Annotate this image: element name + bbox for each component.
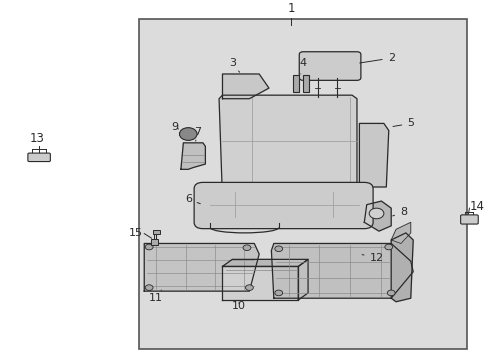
Text: 2: 2 — [359, 53, 394, 63]
Polygon shape — [298, 259, 307, 300]
Bar — [153, 230, 160, 234]
Bar — [139, 19, 466, 350]
Text: 6: 6 — [184, 194, 200, 204]
Circle shape — [145, 244, 153, 250]
Text: 15: 15 — [128, 228, 142, 238]
Circle shape — [243, 245, 250, 251]
FancyBboxPatch shape — [28, 153, 50, 162]
Polygon shape — [144, 243, 259, 291]
Text: 10: 10 — [231, 301, 245, 311]
Text: 3: 3 — [228, 58, 239, 72]
Bar — [293, 75, 299, 92]
FancyBboxPatch shape — [194, 183, 372, 229]
Polygon shape — [390, 233, 412, 302]
Polygon shape — [222, 259, 307, 266]
Circle shape — [245, 285, 253, 291]
Text: 14: 14 — [468, 200, 484, 213]
FancyBboxPatch shape — [299, 52, 360, 80]
Polygon shape — [390, 222, 410, 243]
Polygon shape — [220, 201, 356, 206]
Text: 8: 8 — [392, 207, 406, 217]
Text: 7: 7 — [194, 127, 201, 141]
Circle shape — [386, 290, 394, 296]
Text: 12: 12 — [362, 253, 383, 262]
Polygon shape — [219, 95, 356, 199]
Text: 4: 4 — [299, 58, 306, 74]
Circle shape — [145, 285, 153, 291]
Polygon shape — [222, 74, 268, 99]
Text: 13: 13 — [29, 132, 44, 145]
Text: 5: 5 — [392, 118, 413, 129]
Polygon shape — [181, 143, 205, 169]
Circle shape — [179, 128, 197, 140]
Polygon shape — [222, 266, 298, 300]
Polygon shape — [364, 201, 390, 231]
Circle shape — [384, 244, 392, 250]
Circle shape — [368, 208, 383, 219]
Circle shape — [274, 290, 282, 296]
Circle shape — [274, 246, 282, 252]
Bar — [150, 239, 158, 244]
Polygon shape — [359, 123, 388, 187]
FancyBboxPatch shape — [460, 215, 477, 224]
Bar — [303, 75, 308, 92]
Text: 11: 11 — [148, 290, 162, 303]
Text: 1: 1 — [286, 2, 294, 15]
Text: 9: 9 — [171, 122, 178, 132]
Polygon shape — [271, 243, 412, 298]
